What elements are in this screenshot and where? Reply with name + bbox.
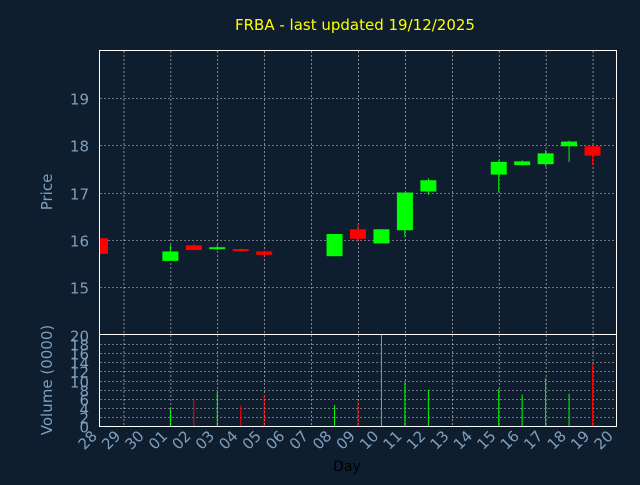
volume-tick-label: 2 — [79, 410, 89, 428]
volume-tick-label: 18 — [70, 337, 89, 355]
candle-body — [162, 251, 179, 261]
candle-body — [561, 141, 578, 147]
candle-body — [100, 238, 108, 254]
x-tick-labels: 2829300102030405060708091011121314151617… — [75, 427, 617, 453]
price-tick-label: 17 — [70, 186, 89, 204]
volume-tick-label: 8 — [79, 383, 89, 401]
candle-body — [185, 245, 202, 251]
volume-tick-label: 0 — [79, 419, 89, 437]
volume-tick-label: 16 — [70, 346, 89, 364]
candle-body — [420, 180, 437, 192]
candle-body — [396, 192, 413, 231]
candle-body — [514, 161, 531, 166]
price-tick-label: 15 — [70, 280, 89, 298]
volume-tick-label: 4 — [79, 401, 89, 419]
candle-body — [350, 229, 366, 239]
volume-tick-label: 12 — [70, 364, 89, 382]
candle-body — [584, 146, 601, 156]
price-axis-label: Price — [38, 174, 56, 211]
candle-body — [232, 249, 249, 252]
price-tick-labels: 15 16 17 18 19 — [70, 91, 89, 298]
candle-body — [209, 247, 226, 250]
price-tick-label: 16 — [70, 233, 89, 251]
candle-body — [373, 229, 390, 244]
volume-axis-label: Volume (0000) — [38, 325, 56, 435]
volume-tick-label: 20 — [70, 328, 89, 346]
candle-body — [537, 153, 554, 165]
price-tick-label: 18 — [70, 138, 89, 156]
price-tick-label: 19 — [70, 91, 89, 109]
x-axis-label: Day — [333, 459, 361, 475]
candles — [99, 140, 601, 261]
candle-body — [256, 251, 273, 255]
candle-body — [326, 234, 343, 257]
chart-title: FRBA - last updated 19/12/2025 — [235, 16, 475, 34]
volume-tick-label: 6 — [79, 392, 89, 410]
volume-tick-label: 14 — [70, 355, 89, 373]
candle-body — [490, 161, 507, 175]
volume-panel-frame — [99, 334, 617, 427]
volume-tick-label: 10 — [70, 374, 89, 392]
volume-bars — [169, 335, 594, 426]
